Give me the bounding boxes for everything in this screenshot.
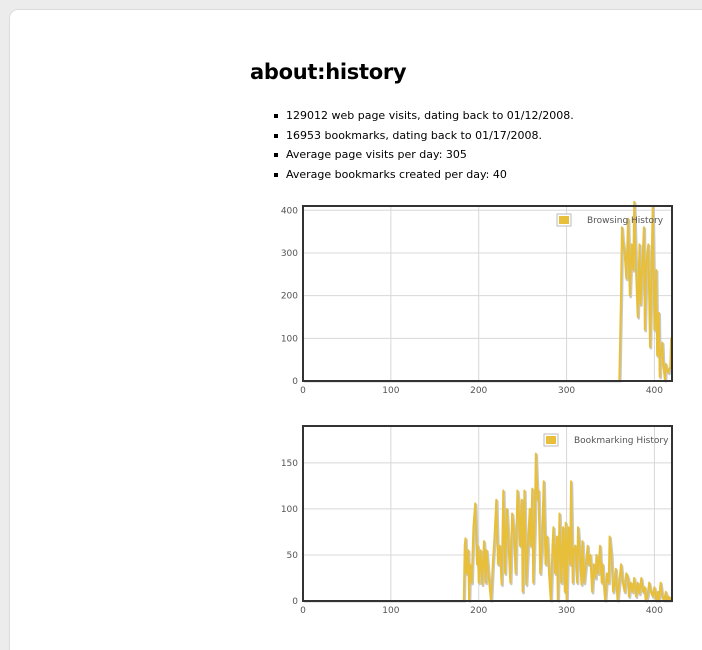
x-tick-label: 100 [382, 606, 399, 616]
stat-bookmarks: 16953 bookmarks, dating back to 01/17/20… [286, 128, 542, 142]
legend-label: Browsing History [587, 216, 664, 226]
y-tick-label: 300 [281, 249, 298, 259]
y-tick-label: 200 [281, 292, 298, 302]
bookmarking-history-chart: 0 100 200 300 400 0 50 100 150 Bookmarking Histor… [281, 425, 673, 616]
y-tick-label: 0 [292, 377, 298, 387]
history-stats-list: 129012 web page visits, dating back to 0… [270, 106, 574, 184]
legend-swatch [559, 216, 569, 224]
stat-page-visits: 129012 web page visits, dating back to 0… [286, 109, 574, 122]
legend-swatch [546, 436, 556, 444]
plot-frame [302, 425, 673, 602]
y-tick-label: 150 [281, 459, 298, 469]
y-tick-label: 100 [281, 334, 298, 344]
history-page: about:history 129012 web page visits, da… [10, 10, 702, 650]
y-tick-label: 100 [281, 505, 298, 515]
x-tick-label: 300 [558, 606, 575, 616]
y-tick-label: 50 [287, 551, 299, 561]
x-tick-label: 0 [300, 606, 306, 616]
plot-frame [302, 205, 673, 382]
x-tick-label: 200 [470, 606, 487, 616]
x-tick-label: 200 [470, 386, 487, 396]
series-line-shadow [304, 201, 673, 383]
list-item: 129012 web page visits, dating back to 0… [270, 106, 574, 126]
x-tick-label: 0 [300, 386, 306, 396]
stat-avg-page-visits: Average page visits per day: 305 [286, 148, 467, 161]
x-tick-label: 300 [558, 386, 575, 396]
x-tick-label: 400 [646, 606, 663, 616]
series-line [303, 200, 672, 381]
y-tick-label: 400 [281, 206, 298, 216]
list-item: Average page visits per day: 305 [270, 145, 574, 165]
bullet-icon [274, 172, 278, 177]
page-title: about:history [250, 60, 407, 84]
browsing-history-chart: 0 100 200 300 400 0 100 200 300 400 Browsing Histo… [281, 200, 673, 396]
x-tick-label: 400 [646, 386, 663, 396]
bullet-icon [274, 133, 278, 138]
bullet-icon [274, 114, 278, 118]
y-tick-label: 0 [292, 597, 298, 607]
legend-label: Bookmarking History [574, 436, 669, 446]
series-line [303, 452, 672, 601]
bullet-icon [274, 153, 278, 157]
list-item: 16953 bookmarks, dating back to 01/17/20… [270, 126, 574, 146]
stat-avg-bookmarks: Average bookmarks created per day: 40 [286, 167, 507, 181]
list-item: Average bookmarks created per day: 40 [270, 165, 574, 185]
x-tick-label: 100 [382, 386, 399, 396]
